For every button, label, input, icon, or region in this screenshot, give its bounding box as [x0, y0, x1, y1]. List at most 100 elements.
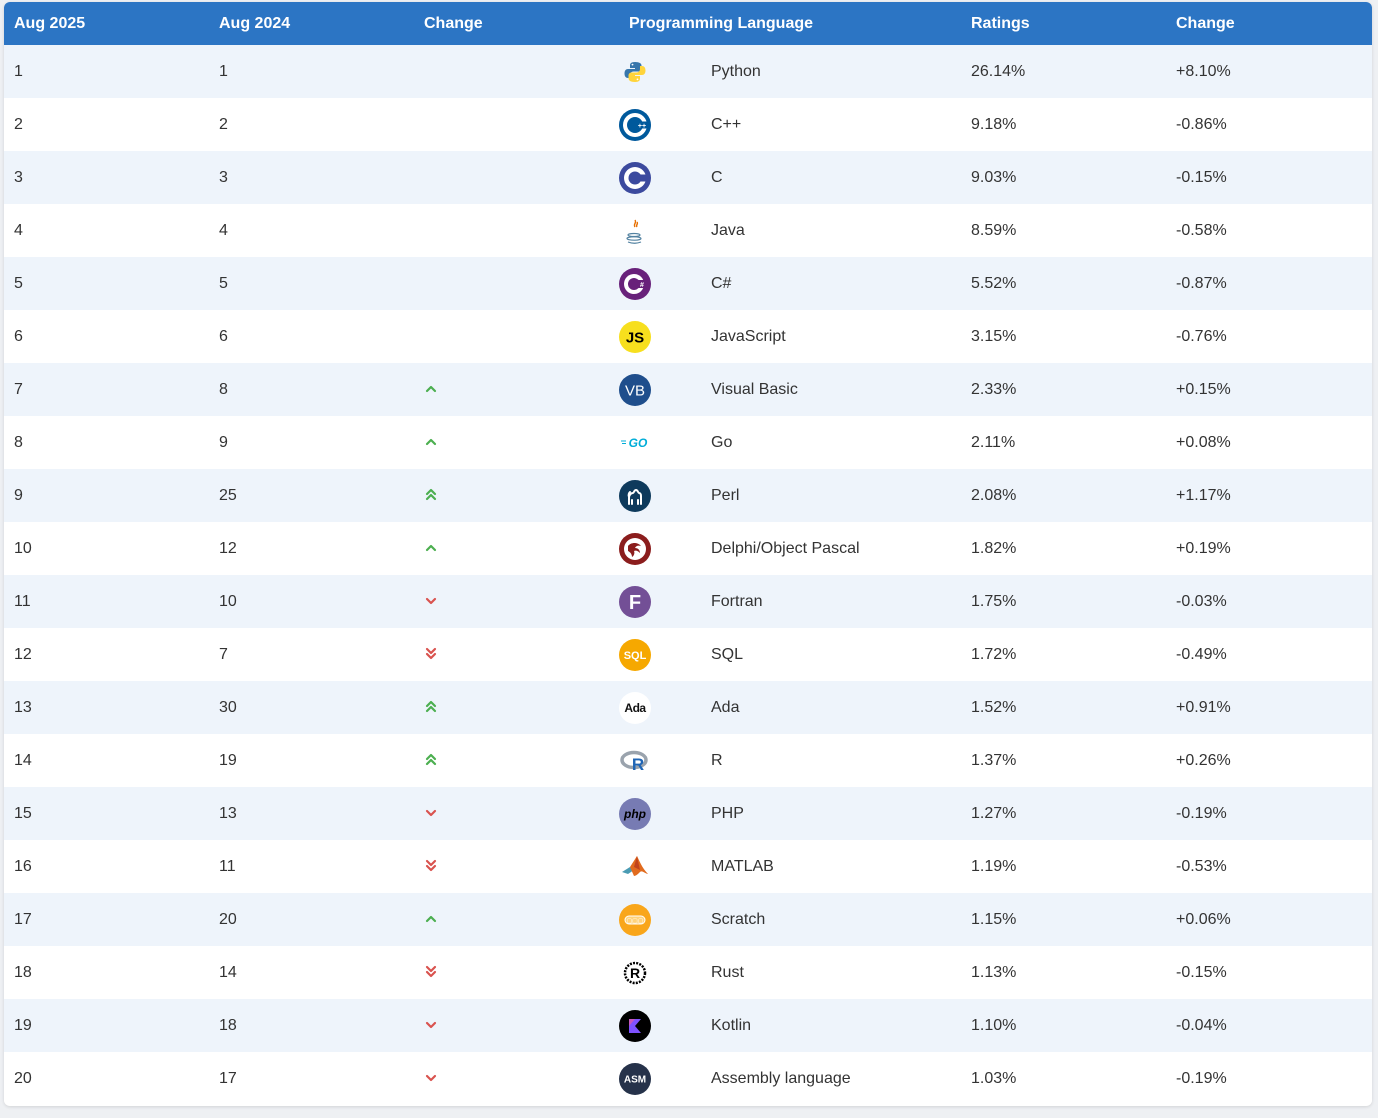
header-aug-2025[interactable]: Aug 2025 [14, 14, 86, 32]
language-name[interactable]: Kotlin [711, 1016, 752, 1034]
language-logo-cell: VB [619, 363, 701, 416]
language-name[interactable]: Ada [711, 698, 740, 716]
svg-text:php: php [623, 807, 646, 821]
header-ratings[interactable]: Ratings [971, 14, 1030, 32]
rank-previous: 25 [219, 486, 237, 504]
rating-change: -0.19% [1176, 804, 1227, 822]
language-logo-cell: ASM [619, 1052, 701, 1105]
rating-value: 1.72% [971, 645, 1017, 663]
rating-change: +8.10% [1176, 62, 1231, 80]
change-indicator [414, 151, 619, 204]
language-name[interactable]: JavaScript [711, 327, 786, 345]
rating-change: +0.15% [1176, 380, 1231, 398]
chevron-up-icon [424, 912, 438, 926]
table-row: 4 4 Java 8.59% -0.58% [4, 204, 1372, 257]
rank-previous: 11 [219, 857, 236, 875]
change-indicator [414, 575, 619, 628]
rank-previous: 3 [219, 168, 228, 186]
header-aug-2024[interactable]: Aug 2024 [219, 14, 291, 32]
javascript-icon: JS [619, 320, 651, 353]
table-row: 6 6 JS JavaScript 3.15% -0.76% [4, 310, 1372, 363]
language-name[interactable]: PHP [711, 804, 744, 822]
svg-text:SQL: SQL [624, 649, 647, 661]
fortran-icon: F [619, 585, 651, 618]
language-logo-cell: F [619, 575, 701, 628]
rating-change: +0.19% [1176, 539, 1231, 557]
rank-previous: 7 [219, 645, 228, 663]
rating-value: 1.27% [971, 804, 1017, 822]
chevron-down-icon [424, 806, 438, 820]
language-name[interactable]: Perl [711, 486, 740, 504]
header-programming-language[interactable]: Programming Language [629, 14, 814, 32]
change-indicator [414, 257, 619, 310]
double-chevron-down-icon [424, 965, 438, 979]
language-logo-cell: Ada [619, 681, 701, 734]
change-indicator [414, 681, 619, 734]
c-icon [619, 161, 651, 194]
rating-change: -0.15% [1176, 963, 1227, 981]
rank-previous: 10 [219, 592, 237, 610]
change-indicator [414, 787, 619, 840]
rank-current: 15 [14, 804, 32, 822]
change-indicator [414, 946, 619, 999]
language-name[interactable]: R [711, 751, 723, 769]
rating-change: +0.91% [1176, 698, 1231, 716]
language-name[interactable]: Java [711, 221, 745, 239]
rating-value: 3.15% [971, 327, 1017, 345]
rank-current: 7 [14, 380, 23, 398]
header-change-percent[interactable]: Change [1176, 14, 1235, 32]
rating-value: 8.59% [971, 221, 1017, 239]
language-name[interactable]: Rust [711, 963, 744, 981]
language-name[interactable]: Scratch [711, 910, 766, 928]
language-name[interactable]: C++ [711, 115, 742, 133]
table-row: 9 25 Perl 2.08% +1.17% [4, 469, 1372, 522]
rating-change: -0.19% [1176, 1069, 1227, 1087]
kotlin-icon [619, 1009, 651, 1042]
table-row: 20 17 ASM Assembly language 1.03% -0.19% [4, 1052, 1372, 1105]
rating-change: +1.17% [1176, 486, 1231, 504]
rating-value: 2.11% [971, 433, 1016, 451]
language-name[interactable]: Go [711, 433, 733, 451]
rank-current: 13 [14, 698, 32, 716]
language-logo-cell: R [619, 946, 701, 999]
language-name[interactable]: SQL [711, 645, 744, 663]
table-body: 1 1 Python 26.14% +8.10% 2 2 ++ C++ 9.18% -0.86% 3 3… [4, 45, 1372, 1105]
rating-value: 5.52% [971, 274, 1017, 292]
table-row: 12 7 SQL SQL 1.72% -0.49% [4, 628, 1372, 681]
rating-value: 1.82% [971, 539, 1017, 557]
rank-current: 8 [14, 433, 23, 451]
double-chevron-down-icon [424, 859, 438, 873]
chevron-up-icon [424, 435, 438, 449]
language-name[interactable]: Fortran [711, 592, 763, 610]
rank-current: 5 [14, 274, 23, 292]
double-chevron-up-icon [424, 700, 438, 714]
rank-previous: 19 [219, 751, 237, 769]
change-indicator [414, 363, 619, 416]
table-row: 10 12 Delphi/Object Pascal 1.82% +0.19% [4, 522, 1372, 575]
rating-change: -0.15% [1176, 168, 1227, 186]
language-logo-cell [619, 469, 701, 522]
rank-previous: 4 [219, 221, 228, 239]
table-row: 8 9 GO Go 2.11% +0.08% [4, 416, 1372, 469]
header-change[interactable]: Change [424, 14, 483, 32]
language-name[interactable]: C# [711, 274, 732, 292]
rank-current: 16 [14, 857, 32, 875]
language-name[interactable]: Python [711, 62, 761, 80]
rank-previous: 20 [219, 910, 237, 928]
language-name[interactable]: C [711, 168, 723, 186]
change-indicator [414, 310, 619, 363]
visual-basic-icon: VB [619, 373, 651, 406]
chevron-up-icon [424, 541, 438, 555]
table-row: 18 14 R Rust 1.13% -0.15% [4, 946, 1372, 999]
change-indicator [414, 734, 619, 787]
change-indicator [414, 840, 619, 893]
r-icon: R [619, 745, 651, 777]
language-name[interactable]: Delphi/Object Pascal [711, 539, 860, 557]
change-indicator [414, 999, 619, 1052]
language-logo-cell: SQL [619, 628, 701, 681]
php-icon: php [619, 797, 651, 830]
language-name[interactable]: Assembly language [711, 1069, 851, 1087]
language-name[interactable]: Visual Basic [711, 380, 798, 398]
rank-previous: 1 [219, 62, 228, 80]
language-name[interactable]: MATLAB [711, 857, 774, 875]
